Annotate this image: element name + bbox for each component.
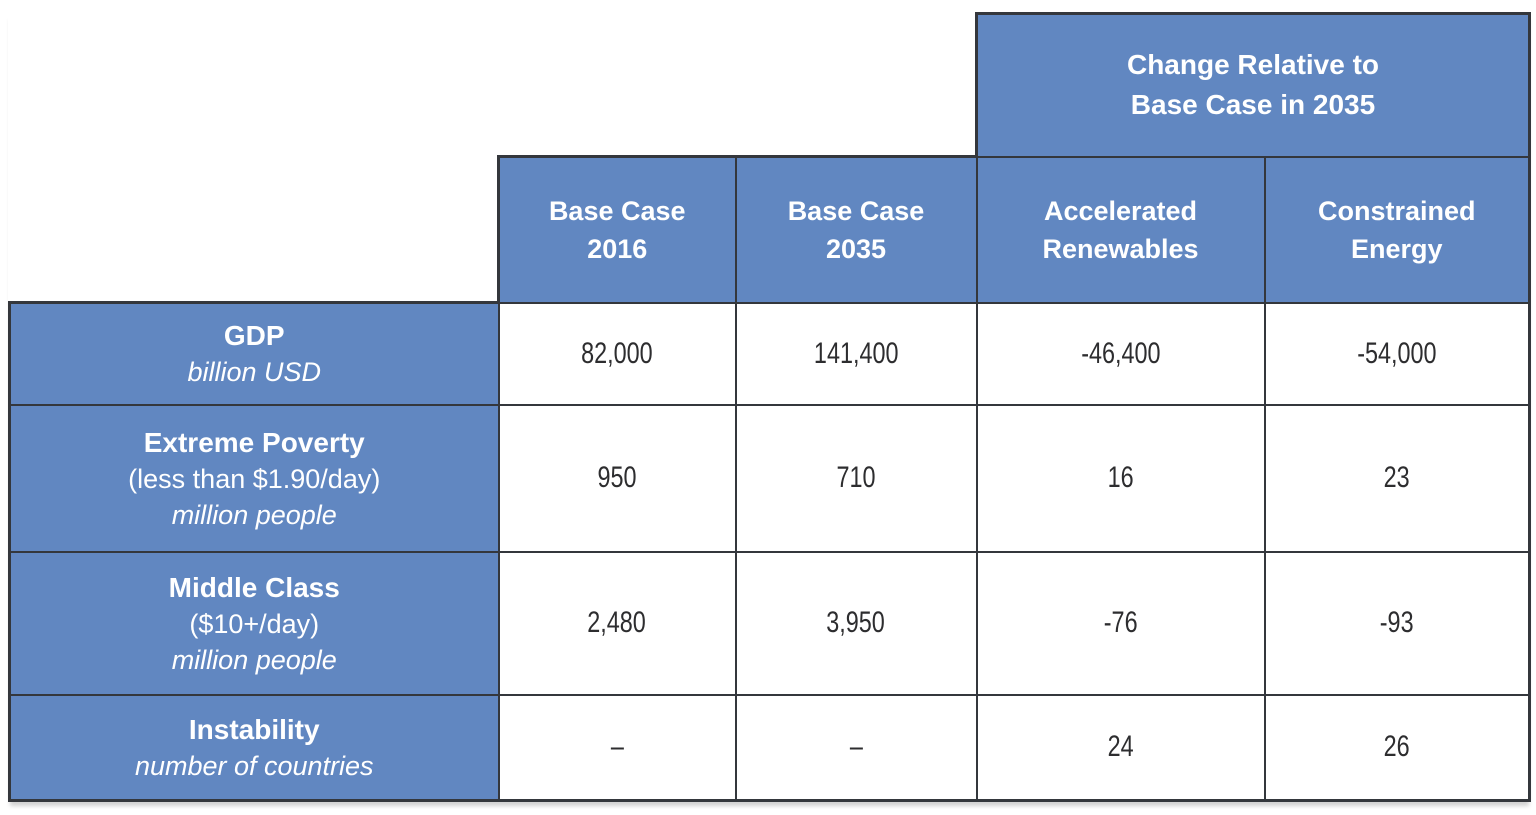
value-cell: 3,950 <box>734 550 978 696</box>
row-title: Instability <box>188 713 320 745</box>
value-cell: 26 <box>1263 693 1531 802</box>
value-text: 950 <box>597 461 637 494</box>
row-unit: million people <box>171 499 337 530</box>
table-row-gdp: GDP billion USD 82,000 141,400 -46,400 -… <box>8 301 1531 406</box>
value-text: – <box>849 730 863 764</box>
row-qualifier: ($10+/day) <box>189 608 320 639</box>
value-text: 710 <box>836 461 876 494</box>
table-row-middle-class: Middle Class ($10+/day) million people 2… <box>8 550 1531 696</box>
value-text: -54,000 <box>1357 336 1437 370</box>
value-text: 141,400 <box>813 336 899 370</box>
value-text: – <box>610 730 624 764</box>
empty-corner-region <box>10 14 977 157</box>
row-header-instability: Instability number of countries <box>8 693 500 802</box>
column-header-base-case-2016: Base Case 2016 <box>497 155 737 304</box>
value-text: 2,480 <box>587 606 647 639</box>
empty-cell <box>10 157 499 303</box>
column-header-accelerated-renewables: Accelerated Renewables <box>975 155 1266 304</box>
row-header-middle-class: Middle Class ($10+/day) million people <box>8 550 500 696</box>
row-header-gdp: GDP billion USD <box>8 301 500 406</box>
value-cell: -46,400 <box>975 301 1266 406</box>
value-cell: 950 <box>497 403 737 553</box>
value-cell: 23 <box>1263 403 1531 553</box>
row-qualifier: (less than $1.90/day) <box>128 463 381 494</box>
value-cell: 16 <box>975 403 1266 553</box>
value-cell: – <box>734 693 978 802</box>
scenario-comparison-table: Change Relative to Base Case in 2035 Bas… <box>8 12 1531 802</box>
value-cell: -54,000 <box>1263 301 1531 406</box>
value-text: 82,000 <box>581 336 653 370</box>
column-header-constrained-energy: Constrained Energy <box>1263 155 1531 304</box>
row-unit: number of countries <box>134 750 374 781</box>
value-text: 16 <box>1107 461 1134 494</box>
value-text: -46,400 <box>1080 336 1161 370</box>
row-title: Extreme Poverty <box>143 426 365 458</box>
value-text: 3,950 <box>826 606 886 639</box>
value-cell: 710 <box>734 403 978 553</box>
column-header-base-case-2035: Base Case 2035 <box>734 155 978 304</box>
row-unit: million people <box>171 644 337 675</box>
value-cell: 82,000 <box>497 301 737 406</box>
value-cell: 141,400 <box>734 301 978 406</box>
column-group-header: Change Relative to Base Case in 2035 <box>975 12 1531 158</box>
row-title: GDP <box>223 320 285 352</box>
value-cell: -93 <box>1263 550 1531 696</box>
value-cell: -76 <box>975 550 1266 696</box>
row-title: Middle Class <box>168 571 340 603</box>
value-cell: – <box>497 693 737 802</box>
table-row-instability: Instability number of countries – – 24 2… <box>8 693 1531 802</box>
value-text: -76 <box>1103 606 1138 639</box>
value-text: 24 <box>1107 730 1134 764</box>
value-text: 26 <box>1383 730 1410 764</box>
value-cell: 2,480 <box>497 550 737 696</box>
value-text: 23 <box>1383 461 1410 494</box>
row-header-extreme-poverty: Extreme Poverty (less than $1.90/day) mi… <box>8 403 500 553</box>
table-row-extreme-poverty: Extreme Poverty (less than $1.90/day) mi… <box>8 403 1531 553</box>
value-text: -93 <box>1379 606 1414 639</box>
row-unit: billion USD <box>187 357 322 388</box>
value-cell: 24 <box>975 693 1266 802</box>
